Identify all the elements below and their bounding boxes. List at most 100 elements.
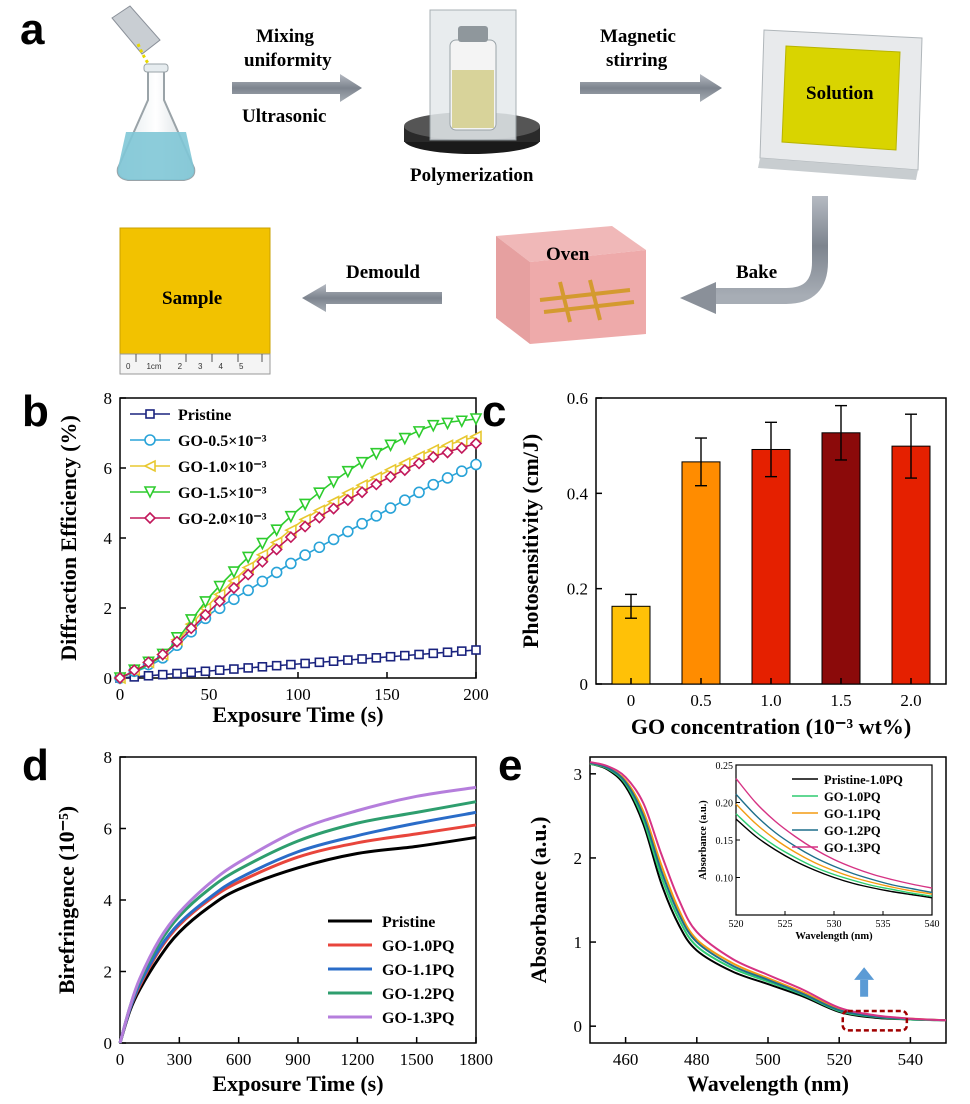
x-axis-label: GO concentration (10⁻³ wt%) (631, 714, 911, 739)
data-point (355, 486, 369, 499)
inset-series-line (735, 813, 933, 897)
bar (681, 461, 721, 685)
data-point (256, 555, 269, 568)
x-tick-label: 500 (755, 1050, 781, 1069)
inset-series-line (735, 803, 933, 895)
data-point (298, 498, 312, 512)
data-point (426, 419, 440, 433)
data-point (313, 511, 326, 524)
data-point (257, 661, 268, 672)
data-point (455, 441, 468, 455)
label-mixing: Mixing (256, 26, 315, 47)
y-tick-label: 3 (574, 765, 583, 784)
inset-series-line (735, 793, 933, 894)
x-tick-label: 100 (285, 685, 311, 704)
data-point (427, 450, 440, 464)
label-stirring: stirring (606, 50, 668, 71)
legend-marker (145, 409, 155, 419)
inset-series-line (735, 818, 933, 899)
x-tick-label: 1.0 (760, 691, 781, 710)
data-point (314, 657, 325, 668)
data-point (243, 663, 253, 673)
legend-label: Pristine (382, 914, 435, 931)
inset-x-tick-label: 540 (925, 919, 940, 930)
data-point (455, 415, 469, 429)
x-tick-label: 300 (167, 1050, 193, 1069)
legend-label: GO-1.1PQ (824, 807, 881, 821)
data-point (128, 664, 141, 677)
data-point (371, 653, 382, 663)
bar (821, 432, 861, 685)
schematic-svg (111, 5, 923, 375)
legend-marker (143, 486, 157, 499)
panel-letter-b: b (22, 387, 49, 436)
y-axis-label: Diffraction Efficiency (%) (56, 415, 81, 661)
data-point (370, 447, 383, 461)
solution-plate-icon (758, 29, 923, 180)
legend-label: GO-2.0×10⁻³ (178, 511, 267, 528)
data-point (413, 486, 425, 499)
chart-e: 460 480 500 520 540 0 1 2 3 Wavelength (nm) Absorb… (526, 756, 947, 1096)
legend-label: Pristine (178, 407, 231, 424)
data-point (355, 456, 369, 470)
data-point (428, 648, 439, 659)
legend-label: GO-0.5×10⁻³ (178, 433, 267, 450)
x-tick-label: 50 (201, 685, 218, 704)
data-point (284, 510, 298, 524)
label-sample: Sample (162, 288, 223, 309)
data-point (370, 478, 383, 491)
x-tick-label: 0 (116, 685, 125, 704)
data-point (370, 510, 383, 522)
sample-icon (119, 227, 271, 375)
legend-label: GO-1.3PQ (824, 841, 881, 855)
data-point (172, 668, 182, 679)
inset-frame (735, 764, 933, 916)
data-point (398, 432, 412, 446)
inset-x-tick-label: 535 (876, 919, 891, 930)
data-point (313, 487, 326, 500)
y-tick-label: 0 (104, 1034, 113, 1053)
x-tick-label: 150 (374, 685, 400, 704)
x-tick-label: 460 (613, 1050, 639, 1069)
x-axis-label: Exposure Time (s) (212, 702, 383, 727)
legend-label: GO-1.2PQ (824, 824, 881, 838)
label-bake: Bake (736, 262, 778, 283)
y-tick-label: 0.2 (567, 580, 588, 599)
legend-label: GO-1.0PQ (824, 790, 881, 804)
flask-icon (111, 5, 196, 181)
data-point (427, 478, 440, 491)
data-point (327, 502, 340, 515)
inset-x-tick-label: 530 (827, 919, 842, 930)
data-point (242, 584, 254, 597)
x-tick-label: 520 (826, 1050, 852, 1069)
y-tick-label: 8 (104, 389, 113, 408)
x-tick-label: 1500 (400, 1050, 434, 1069)
data-point (442, 647, 453, 658)
data-point (143, 670, 154, 681)
data-point (469, 437, 483, 450)
chart-b: 0 50 100 150 200 0 2 4 6 8 Exposure Time (s) Diffra… (56, 389, 489, 727)
label-ultrasonic: Ultrasonic (242, 106, 327, 127)
ruler-labels: 0 1cm 2 3 4 5 (126, 362, 276, 371)
bar (891, 445, 931, 685)
x-axis-label: Exposure Time (s) (212, 1071, 383, 1096)
x-tick-label: 1200 (340, 1050, 374, 1069)
data-point (286, 659, 296, 670)
data-point (327, 533, 340, 546)
data-point (156, 648, 169, 661)
y-tick-label: 0.4 (567, 484, 589, 503)
data-point (313, 541, 326, 554)
inset-x-axis-label: Wavelength (nm) (795, 931, 873, 942)
data-point (441, 472, 454, 484)
legend-label: GO-1.0PQ (382, 938, 454, 955)
data-point (199, 608, 212, 621)
data-point (328, 656, 339, 667)
data-point (384, 470, 397, 483)
y-tick-label: 0 (104, 669, 113, 688)
x-tick-label: 480 (684, 1050, 710, 1069)
data-point (142, 656, 155, 669)
data-point (229, 664, 239, 674)
legend-marker (144, 434, 156, 446)
inset-y-tick-label: 0.15 (716, 836, 734, 847)
series-line (589, 761, 947, 1022)
